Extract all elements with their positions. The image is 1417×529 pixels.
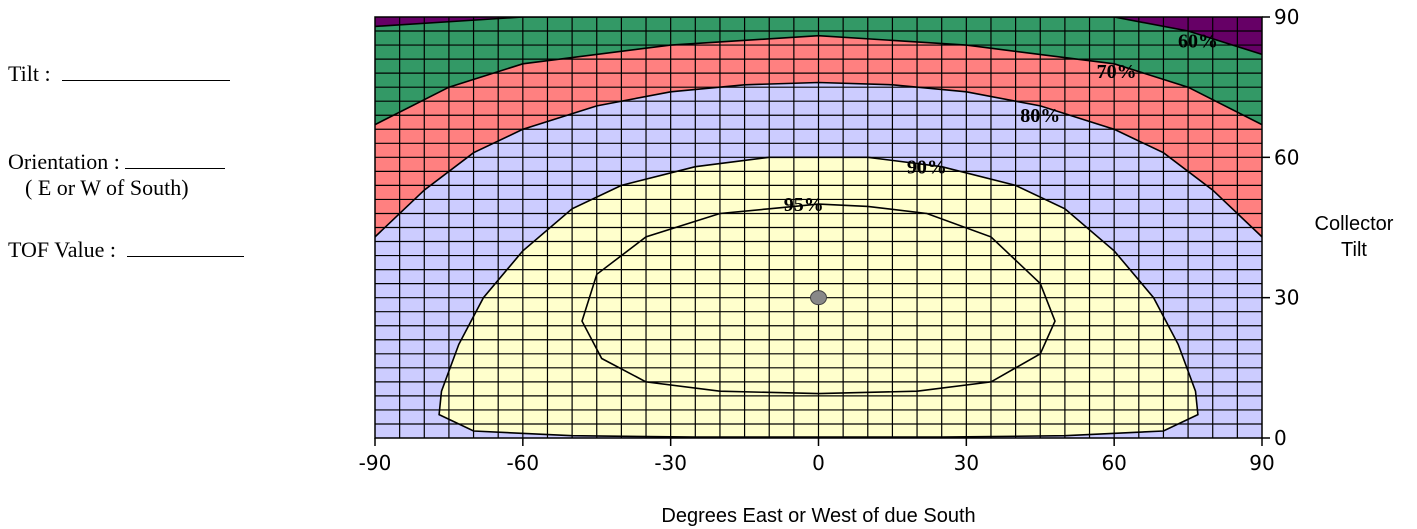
y-axis-title-line: Tilt	[1341, 239, 1367, 261]
contour-label-90: 90%	[907, 157, 947, 179]
optimum-point-marker	[810, 290, 827, 306]
contour-lines	[375, 17, 1262, 438]
tof-input-blank[interactable]	[127, 236, 245, 257]
y-tick-label: 60	[1274, 145, 1299, 169]
tilt-label: Tilt :	[8, 61, 51, 86]
tilt-row: Tilt :	[8, 60, 231, 87]
x-tick-label: 0	[812, 451, 825, 475]
y-axis-title-line: Collector	[1315, 213, 1394, 235]
contour-line-70	[375, 34, 1262, 126]
contour-line-90	[438, 156, 1199, 438]
tof-label: TOF Value :	[8, 237, 116, 262]
x-tick-label: -30	[654, 451, 687, 475]
x-tick-label: 90	[1249, 451, 1274, 475]
contour-label-70: 70%	[1097, 61, 1137, 83]
chart-marks	[810, 290, 827, 306]
contour-label-60: 60%	[1178, 30, 1218, 52]
tilt-input-blank[interactable]	[62, 60, 231, 81]
chart-grid	[375, 17, 1262, 438]
y-tick-label: 0	[1274, 426, 1287, 450]
contour-line-80	[375, 81, 1262, 238]
orientation-row: Orientation :	[8, 148, 226, 175]
y-tick-label: 30	[1274, 286, 1299, 310]
orientation-hint: ( E or W of South)	[25, 175, 189, 200]
contour-line-60	[375, 17, 1262, 56]
orientation-input-blank[interactable]	[125, 148, 226, 169]
contour-line-95	[581, 203, 1056, 395]
y-tick-label: 90	[1274, 5, 1299, 29]
orientation-label: Orientation :	[8, 149, 120, 174]
x-tick-label: 60	[1101, 451, 1126, 475]
contour-label-80: 80%	[1020, 105, 1060, 127]
x-axis-title: Degrees East or West of due South	[661, 505, 975, 527]
x-tick-label: -90	[359, 451, 392, 475]
y-axis-title: Collector Tilt	[1315, 213, 1394, 261]
tof-row: TOF Value :	[8, 236, 245, 263]
x-tick-label: -60	[506, 451, 539, 475]
contour-labels: 60% 70% 80% 90% 95%	[784, 30, 1218, 216]
x-tick-label: 30	[954, 451, 979, 475]
contour-label-95: 95%	[784, 194, 824, 216]
